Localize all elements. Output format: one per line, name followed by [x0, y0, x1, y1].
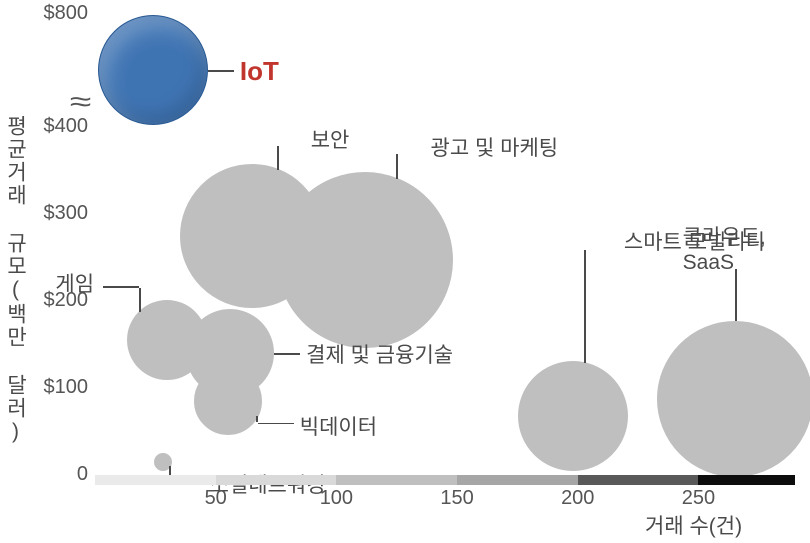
y-tick-label: $300 — [33, 202, 88, 225]
x-tick-label: 50 — [196, 487, 236, 510]
y-tick-label: $100 — [33, 376, 88, 399]
axis-break-icon: ≈ — [70, 86, 92, 118]
leader-line — [103, 287, 139, 289]
bubble-label-ad-mktg: 광고 및 마케팅 — [431, 132, 559, 162]
plot-area: IoT보안광고 및 마케팅게임결제 및 금융기술빅데이터소셜네트워킹스마트 모빌… — [95, 10, 795, 475]
x-axis-gradient-bar — [95, 475, 795, 485]
bubble-bigdata — [194, 367, 262, 435]
bubble-ad-mktg — [277, 172, 453, 348]
bubble-label-security: 보안 — [311, 124, 350, 154]
y-axis-title: 평균거래 규모(백만 달러) — [0, 115, 30, 445]
y-tick-label: $200 — [33, 289, 88, 312]
x-gradient-seg — [95, 475, 216, 485]
bubble-label-fintech: 결제 및 금융기술 — [306, 339, 453, 369]
leader-line — [396, 154, 398, 179]
bubble-iot — [98, 15, 208, 125]
x-tick-label: 200 — [558, 487, 598, 510]
x-tick-label: 250 — [678, 487, 718, 510]
bubble-label-cloud-saas: 클라우드, SaaS — [683, 221, 766, 275]
y-tick-label: 0 — [33, 463, 88, 486]
bubble-label-bigdata: 빅데이터 — [300, 411, 377, 441]
leader-line — [584, 250, 586, 363]
x-gradient-seg — [336, 475, 457, 485]
leader-line — [274, 353, 300, 355]
x-gradient-seg — [457, 475, 578, 485]
leader-line — [277, 146, 279, 170]
leader-line — [735, 269, 737, 321]
x-axis-title: 거래 수(건) — [645, 510, 742, 540]
bubble-chart: 평균거래 규모(백만 달러) IoT보안광고 및 마케팅게임결제 및 금융기술빅… — [0, 0, 810, 543]
x-gradient-seg — [698, 475, 795, 485]
y-tick-label: $400 — [33, 115, 88, 138]
bubble-cloud-saas — [657, 321, 810, 477]
x-gradient-seg — [578, 475, 699, 485]
leader-line — [258, 423, 293, 425]
x-tick-label: 150 — [437, 487, 477, 510]
bubble-label-iot: IoT — [240, 56, 279, 87]
y-tick-label: $800 — [33, 2, 88, 25]
x-gradient-seg — [216, 475, 337, 485]
leader-line — [208, 70, 234, 72]
x-tick-label: 100 — [316, 487, 356, 510]
bubble-mobility — [518, 361, 628, 471]
